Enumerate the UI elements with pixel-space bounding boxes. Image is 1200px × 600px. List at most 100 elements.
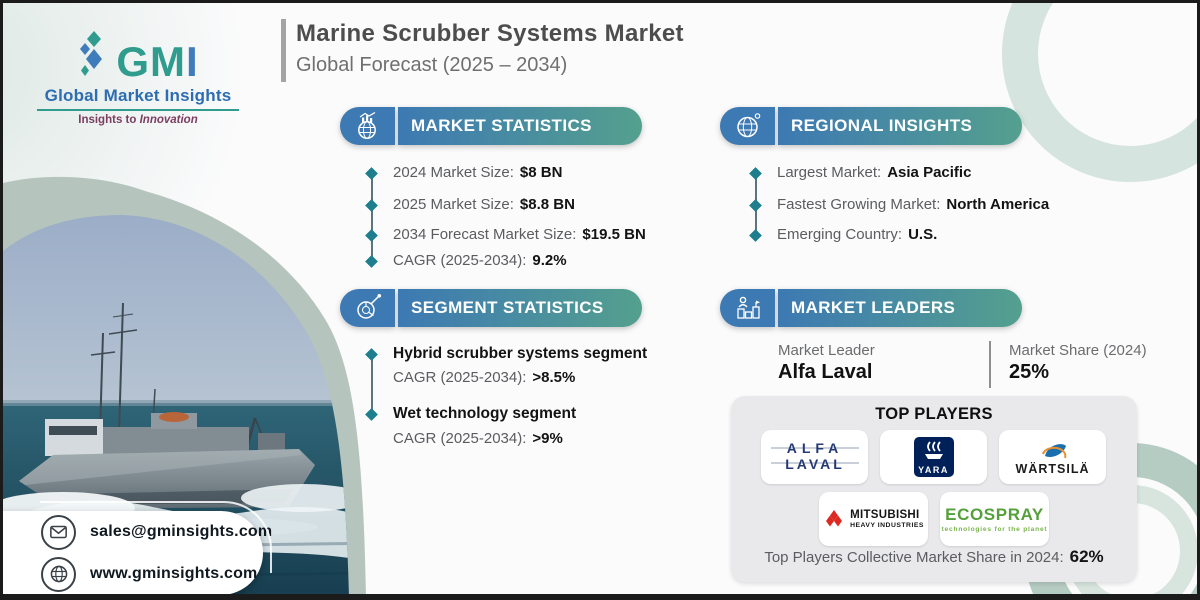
stat-value: $8.8 BN: [519, 196, 575, 213]
bullet-connector-line: [370, 357, 373, 413]
stat-value: $19.5 BN: [582, 226, 646, 243]
yara-text: YARA: [918, 464, 949, 475]
stat-value: 9.2%: [532, 252, 567, 269]
segment-cagr-row: CAGR (2025-2034): >9%: [367, 429, 563, 449]
logo-divider: [37, 109, 239, 111]
mitsubishi-subtext: HEAVY INDUSTRIES: [850, 521, 924, 529]
collective-share-value: 62%: [1069, 547, 1104, 566]
email-row[interactable]: sales@gminsights.com: [41, 514, 272, 550]
segment-cagr-row: CAGR (2025-2034): >8.5%: [367, 368, 575, 388]
stat-label: CAGR (2025-2034):: [393, 252, 527, 269]
stat-row: 2025 Market Size: $8.8 BN: [367, 195, 575, 215]
segment-statistics-title: SEGMENT STATISTICS: [398, 289, 642, 327]
top-players-title: TOP PLAYERS: [875, 405, 993, 423]
collective-share-label: Top Players Collective Market Share in 2…: [764, 549, 1064, 566]
market-statistics-icon-capsule: [340, 107, 395, 145]
regional-insights-icon-capsule: [720, 107, 775, 145]
top-right-ring-decoration: [1002, 3, 1197, 182]
yara-ship-icon: [924, 440, 943, 459]
wartsila-text: WÄRTSILÄ: [1015, 461, 1090, 476]
regional-insights-list: Largest Market: Asia Pacific Fastest Grow…: [749, 163, 1111, 258]
market-share-value: 25%: [1009, 361, 1050, 383]
stat-value: $8 BN: [519, 164, 563, 181]
player-card-ecospray: ECOSPRAY technologies for the planet: [940, 492, 1049, 546]
ecospray-text: ECOSPRAY: [945, 505, 1044, 524]
top-players-row-1: ALFA LAVAL YARA: [761, 430, 1106, 484]
insight-row: Emerging Country: U.S.: [751, 225, 937, 245]
insight-row: Fastest Growing Market: North America: [751, 195, 1049, 215]
segment-statistics-list: Hybrid scrubber systems segment CAGR (20…: [365, 343, 697, 458]
regional-insights-header: REGIONAL INSIGHTS: [720, 107, 1022, 145]
gmi-diamonds-icon: [80, 31, 103, 76]
segment-statistics-header: SEGMENT STATISTICS: [340, 289, 642, 327]
company-name: Global Market Insights: [44, 86, 232, 105]
market-share-block: Market Share (2024) 25%: [1009, 342, 1147, 384]
player-card-wartsila: WÄRTSILÄ: [999, 430, 1106, 484]
insight-label: Emerging Country:: [777, 226, 903, 243]
title-accent-bar: [281, 19, 286, 82]
insight-row: Largest Market: Asia Pacific: [751, 163, 971, 183]
stat-row: CAGR (2025-2034): 9.2%: [367, 251, 567, 271]
top-players-box: TOP PLAYERS ALFA LAVAL: [731, 396, 1137, 582]
segment-cagr-label: CAGR (2025-2034):: [393, 369, 527, 386]
laval-text: LAVAL: [785, 456, 845, 472]
stat-row: 2034 Forecast Market Size: $19.5 BN: [367, 225, 646, 245]
gmi-letter-i: I: [186, 38, 199, 85]
stat-label: 2034 Forecast Market Size:: [393, 226, 577, 243]
website-url[interactable]: www.gminsights.com: [90, 565, 258, 582]
stat-row: 2024 Market Size: $8 BN: [367, 163, 562, 183]
globe-chart-icon: [357, 111, 376, 139]
ship-photo: [3, 176, 366, 594]
stat-label: 2024 Market Size:: [393, 164, 514, 181]
insight-value: Asia Pacific: [887, 164, 972, 181]
segment-row: Wet technology segment: [367, 404, 576, 424]
globe-icon: [736, 113, 760, 138]
insight-value: North America: [946, 196, 1050, 213]
player-card-alfa-laval: ALFA LAVAL: [761, 430, 868, 484]
stat-label: 2025 Market Size:: [393, 196, 514, 213]
gmi-letter-g: G: [116, 38, 150, 85]
market-leader-name: Alfa Laval: [778, 361, 873, 383]
bullet-connector-line: [370, 173, 373, 261]
mitsubishi-diamonds-icon: [826, 509, 843, 527]
segment-statistics-icon-capsule: [340, 289, 395, 327]
email-address[interactable]: sales@gminsights.com: [90, 523, 273, 540]
leader-share-divider: [989, 341, 991, 388]
segment-cagr-label: CAGR (2025-2034):: [393, 430, 527, 447]
mitsubishi-text: MITSUBISHI: [850, 508, 920, 521]
contact-panel: sales@gminsights.com www.gminsights.com: [3, 501, 272, 594]
segment-name: Hybrid scrubber systems segment: [393, 345, 648, 362]
gmi-acronym: GMI: [116, 41, 198, 83]
market-share-label: Market Share (2024): [1009, 342, 1147, 359]
pie-chart-icon: [356, 294, 381, 319]
email-icon: [41, 514, 76, 550]
segment-cagr-value: >9%: [532, 430, 563, 447]
segment-cagr-value: >8.5%: [532, 369, 576, 386]
top-players-row-2: MITSUBISHI HEAVY INDUSTRIES ECOSPRAY tec…: [819, 492, 1049, 546]
page-subtitle: Global Forecast (2025 – 2034): [296, 54, 568, 76]
website-row[interactable]: www.gminsights.com: [41, 556, 263, 592]
yara-logo: YARA: [913, 437, 954, 477]
ecospray-tagline: technologies for the planet: [941, 526, 1048, 533]
segment-name: Wet technology segment: [393, 405, 577, 422]
market-leaders-header: MARKET LEADERS: [720, 289, 1022, 327]
insight-label: Largest Market:: [777, 164, 882, 181]
insight-label: Fastest Growing Market:: [777, 196, 941, 213]
market-statistics-list: 2024 Market Size: $8 BN 2025 Market Size:…: [365, 163, 697, 283]
alfa-text: ALFA: [786, 440, 843, 456]
alfa-laval-logo: ALFA LAVAL: [770, 440, 859, 472]
collective-share-line: Top Players Collective Market Share in 2…: [731, 547, 1137, 567]
market-leader-block: Market Leader Alfa Laval: [778, 342, 875, 384]
wartsila-swoosh-icon: [1041, 443, 1066, 458]
market-leaders-icon-capsule: [720, 289, 775, 327]
market-statistics-header: MARKET STATISTICS: [340, 107, 642, 145]
insight-value: U.S.: [908, 226, 938, 243]
gmi-logo: GMI Global Market Insights Insights to I…: [29, 25, 247, 126]
leader-podium-icon: [736, 296, 760, 319]
player-card-mitsubishi: MITSUBISHI HEAVY INDUSTRIES: [819, 492, 928, 546]
regional-insights-title: REGIONAL INSIGHTS: [778, 107, 1022, 145]
player-card-yara: YARA: [880, 430, 987, 484]
market-leaders-title: MARKET LEADERS: [778, 289, 1022, 327]
market-statistics-title: MARKET STATISTICS: [398, 107, 642, 145]
